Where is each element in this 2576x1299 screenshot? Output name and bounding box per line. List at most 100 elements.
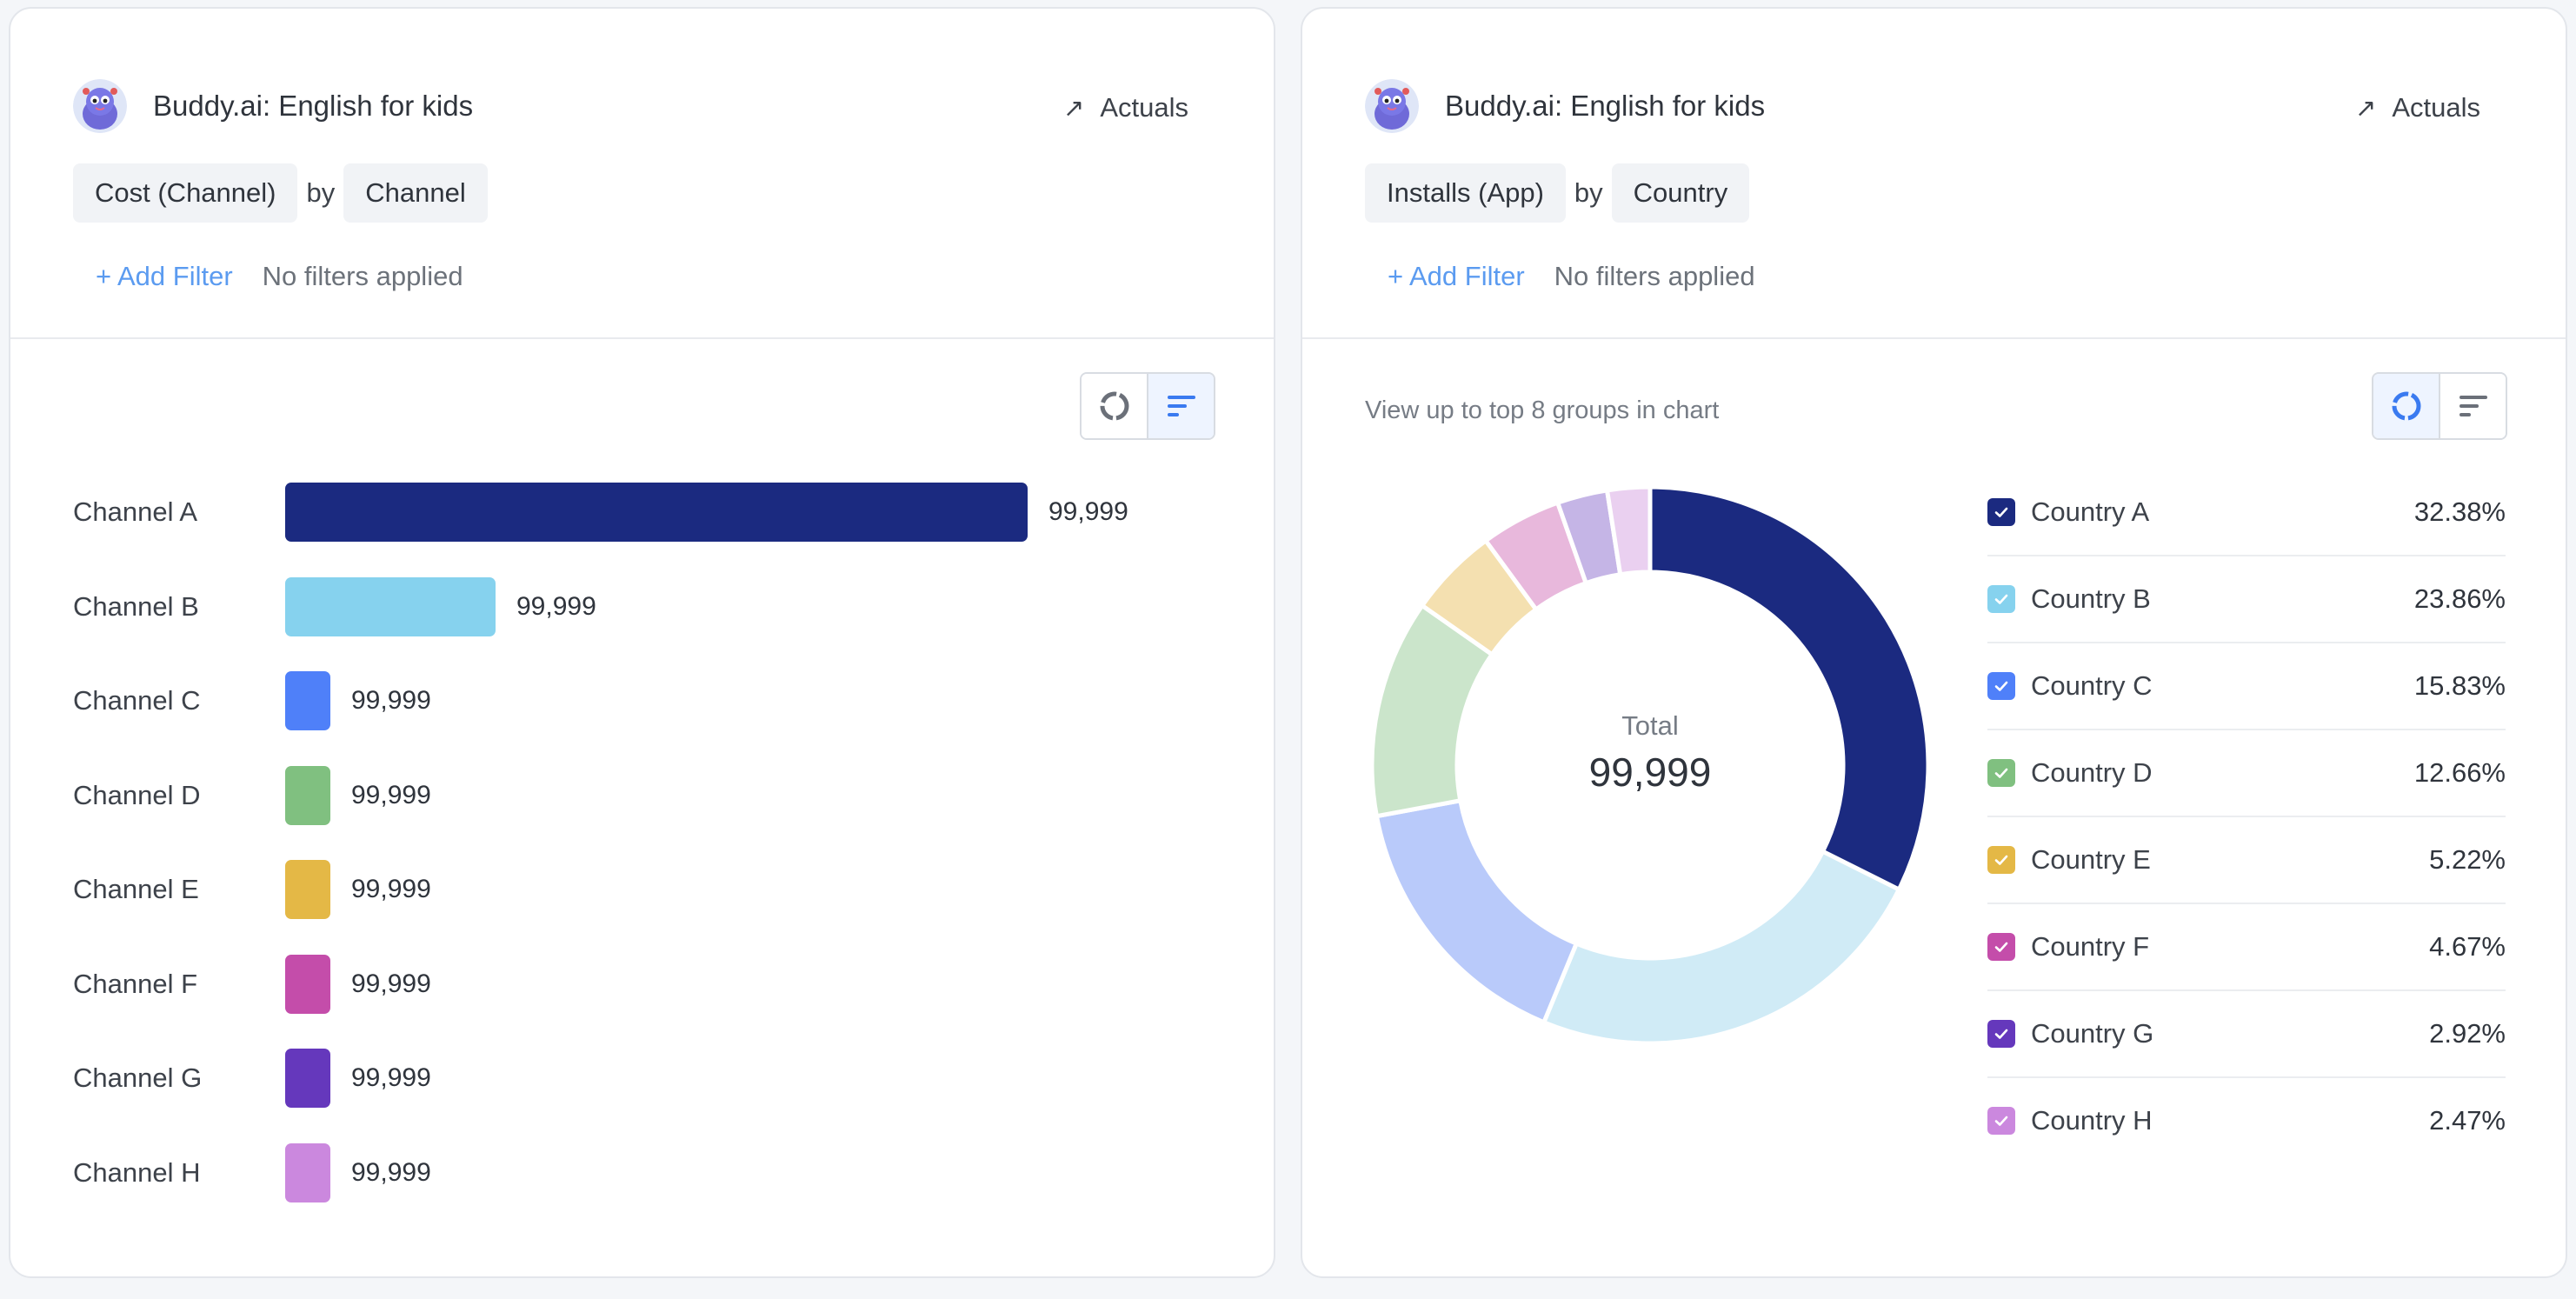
legend-item[interactable]: Country H 2.47% xyxy=(1987,1078,2506,1163)
legend-percentage: 32.38% xyxy=(2413,496,2506,527)
legend-percentage: 12.66% xyxy=(2413,757,2506,788)
actuals-link[interactable]: ↗ Actuals xyxy=(1063,92,1188,123)
bar-value-label: 99,999 xyxy=(351,875,431,903)
legend-checkbox[interactable] xyxy=(1987,1107,2015,1135)
bar-row: Channel A 99,999 xyxy=(73,483,1203,542)
bar-row: Channel E 99,999 xyxy=(73,860,1203,919)
check-icon xyxy=(1994,855,2008,865)
bar-channel-c[interactable] xyxy=(285,671,330,730)
sort-bars-icon xyxy=(2459,396,2487,416)
bar-category-label: Channel D xyxy=(73,779,201,810)
add-filter-button[interactable]: + Add Filter xyxy=(1388,261,1525,291)
legend-item[interactable]: Country D 12.66% xyxy=(1987,730,2506,817)
bar-row: Channel F 99,999 xyxy=(73,954,1203,1014)
actuals-label: Actuals xyxy=(1100,92,1188,123)
bar-category-label: Channel C xyxy=(73,685,201,716)
bar-value-label: 99,999 xyxy=(351,686,431,715)
metric-chip[interactable]: Installs (App) xyxy=(1365,163,1566,223)
legend-item[interactable]: Country B 23.86% xyxy=(1987,556,2506,643)
total-value: 99,999 xyxy=(1588,749,1712,795)
check-icon xyxy=(1994,1116,2008,1126)
legend-checkbox[interactable] xyxy=(1987,933,2015,961)
donut-slice-country-b[interactable] xyxy=(1541,849,1901,1046)
legend-item[interactable]: Country E 5.22% xyxy=(1987,817,2506,904)
check-icon xyxy=(1994,768,2008,778)
bar-category-label: Channel H xyxy=(73,1156,201,1188)
legend-label: Country F xyxy=(2031,931,2150,962)
legend-label: Country C xyxy=(2031,670,2153,701)
divider xyxy=(1302,337,2566,339)
bar-value-label: 99,999 xyxy=(1048,497,1128,526)
trend-arrow-icon: ↗ xyxy=(2355,94,2377,123)
filter-row: + Add Filter No filters applied xyxy=(96,261,463,292)
legend-label: Country D xyxy=(2031,757,2153,788)
legend-label: Country A xyxy=(2031,496,2150,527)
legend-percentage: 2.47% xyxy=(2429,1105,2506,1136)
legend-item[interactable]: Country C 15.83% xyxy=(1987,643,2506,730)
bar-row: Channel H 99,999 xyxy=(73,1142,1203,1202)
donut-chart-icon xyxy=(2392,391,2420,421)
chart-view-toggle xyxy=(1080,372,1215,440)
bar-category-label: Channel A xyxy=(73,496,198,527)
bar-value-label: 99,999 xyxy=(351,969,431,998)
bar-value-label: 99,999 xyxy=(351,1063,431,1092)
sort-bars-icon xyxy=(1167,396,1195,416)
bar-channel-h[interactable] xyxy=(285,1142,330,1202)
actuals-link[interactable]: ↗ Actuals xyxy=(2355,92,2480,123)
bar-row: Channel C 99,999 xyxy=(73,671,1203,730)
bar-channel-d[interactable] xyxy=(285,765,330,825)
bar-channel-g[interactable] xyxy=(285,1049,330,1108)
actuals-label: Actuals xyxy=(2392,92,2480,123)
legend-percentage: 5.22% xyxy=(2429,844,2506,875)
app-name: Buddy.ai: English for kids xyxy=(1445,90,1766,122)
app-avatar xyxy=(73,79,127,133)
no-filters-text: No filters applied xyxy=(262,261,463,291)
legend-label: Country H xyxy=(2031,1105,2153,1136)
legend-percentage: 4.67% xyxy=(2429,931,2506,962)
bar-channel-f[interactable] xyxy=(285,954,330,1014)
bar-category-label: Channel B xyxy=(73,590,199,622)
bar-row: Channel D 99,999 xyxy=(73,765,1203,825)
legend-item[interactable]: Country G 2.92% xyxy=(1987,991,2506,1078)
bar-row: Channel B 99,999 xyxy=(73,576,1203,636)
bar-channel-e[interactable] xyxy=(285,860,330,919)
bar-category-label: Channel E xyxy=(73,874,199,904)
legend-item[interactable]: Country F 4.67% xyxy=(1987,904,2506,991)
legend-item[interactable]: Country A 32.38% xyxy=(1987,470,2506,556)
check-icon xyxy=(1994,507,2008,517)
by-label: by xyxy=(1574,177,1603,208)
legend-checkbox[interactable] xyxy=(1987,585,2015,613)
legend-checkbox[interactable] xyxy=(1987,759,2015,787)
check-icon xyxy=(1994,594,2008,604)
app-avatar xyxy=(1365,79,1419,133)
bar-view-button[interactable] xyxy=(1147,374,1214,438)
query-builder: Cost (Channel) by Channel xyxy=(73,163,488,223)
donut-view-button[interactable] xyxy=(2373,374,2439,438)
donut-view-button[interactable] xyxy=(1082,374,1147,438)
by-label: by xyxy=(306,177,336,208)
bar-view-button[interactable] xyxy=(2439,374,2506,438)
legend-checkbox[interactable] xyxy=(1987,1020,2015,1048)
country-donut-chart: Total 99,999 xyxy=(1368,483,1933,1048)
bar-channel-a[interactable] xyxy=(285,483,1028,542)
legend-checkbox[interactable] xyxy=(1987,672,2015,700)
add-filter-button[interactable]: + Add Filter xyxy=(96,261,233,291)
legend-label: Country G xyxy=(2031,1018,2154,1049)
legend-checkbox[interactable] xyxy=(1987,846,2015,874)
dimension-chip[interactable]: Channel xyxy=(343,163,488,223)
legend-label: Country E xyxy=(2031,844,2151,875)
cost-by-channel-card: Buddy.ai: English for kids ↗ Actuals Cos… xyxy=(9,7,1275,1278)
bar-channel-b[interactable] xyxy=(285,576,496,636)
legend-checkbox[interactable] xyxy=(1987,498,2015,526)
legend-label: Country B xyxy=(2031,583,2151,614)
installs-by-country-card: Buddy.ai: English for kids ↗ Actuals Ins… xyxy=(1301,7,2567,1278)
donut-slice-country-a[interactable] xyxy=(1647,484,1931,892)
no-filters-text: No filters applied xyxy=(1554,261,1755,291)
metric-chip[interactable]: Cost (Channel) xyxy=(73,163,298,223)
legend-percentage: 23.86% xyxy=(2413,583,2506,614)
filter-row: + Add Filter No filters applied xyxy=(1388,261,1755,292)
donut-slice-country-h[interactable] xyxy=(1605,484,1653,577)
bar-category-label: Channel F xyxy=(73,968,198,999)
dimension-chip[interactable]: Country xyxy=(1611,163,1750,223)
card-header: Buddy.ai: English for kids xyxy=(73,78,473,134)
